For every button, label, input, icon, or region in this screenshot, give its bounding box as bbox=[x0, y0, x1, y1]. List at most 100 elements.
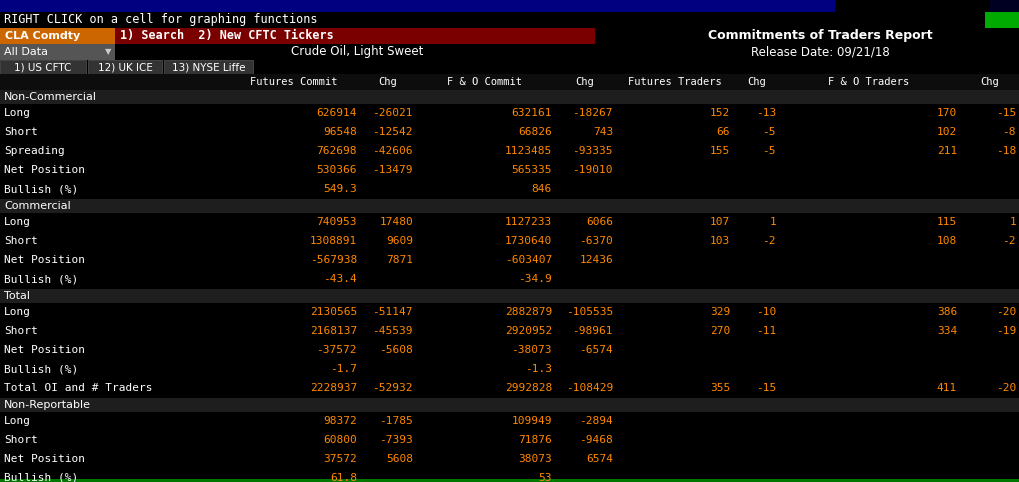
Bar bbox=[0, 142, 1019, 161]
Text: 1127233: 1127233 bbox=[504, 217, 551, 227]
Text: -2: -2 bbox=[762, 236, 775, 246]
Text: 549.3: 549.3 bbox=[323, 184, 357, 194]
Text: -2: -2 bbox=[1002, 236, 1015, 246]
Text: Futures Traders: Futures Traders bbox=[628, 77, 721, 87]
Text: 12436: 12436 bbox=[579, 255, 612, 265]
Text: CLA Comdty: CLA Comdty bbox=[5, 31, 81, 41]
Bar bbox=[0, 469, 1019, 482]
Text: Net Position: Net Position bbox=[4, 454, 85, 464]
Bar bbox=[0, 303, 1019, 322]
Bar bbox=[0, 360, 1019, 379]
Bar bbox=[0, 232, 1019, 251]
Text: 626914: 626914 bbox=[316, 108, 357, 118]
Text: -51147: -51147 bbox=[372, 307, 413, 317]
Bar bbox=[115, 28, 594, 44]
Text: 211: 211 bbox=[935, 146, 956, 156]
Text: 6066: 6066 bbox=[586, 217, 612, 227]
Text: -1785: -1785 bbox=[379, 416, 413, 426]
Text: 17480: 17480 bbox=[379, 217, 413, 227]
Bar bbox=[0, 123, 1019, 142]
Text: 386: 386 bbox=[935, 307, 956, 317]
Text: -38073: -38073 bbox=[511, 345, 551, 355]
Text: Long: Long bbox=[4, 108, 31, 118]
Text: Long: Long bbox=[4, 416, 31, 426]
Text: 152: 152 bbox=[709, 108, 730, 118]
Text: 1: 1 bbox=[1008, 217, 1015, 227]
Text: 2168137: 2168137 bbox=[310, 326, 357, 336]
Text: -15: -15 bbox=[995, 108, 1015, 118]
Text: -18: -18 bbox=[995, 146, 1015, 156]
Text: -34.9: -34.9 bbox=[518, 274, 551, 284]
Text: 37572: 37572 bbox=[323, 454, 357, 464]
Text: -8: -8 bbox=[1002, 127, 1015, 137]
Text: Futures Commit: Futures Commit bbox=[250, 77, 337, 87]
Text: Bullish (%): Bullish (%) bbox=[4, 473, 78, 482]
Text: -108429: -108429 bbox=[566, 383, 612, 393]
Text: Net Position: Net Position bbox=[4, 165, 85, 175]
Text: -105535: -105535 bbox=[566, 307, 612, 317]
Text: 329: 329 bbox=[709, 307, 730, 317]
Text: 2992828: 2992828 bbox=[504, 383, 551, 393]
Text: 270: 270 bbox=[709, 326, 730, 336]
Text: 109949: 109949 bbox=[511, 416, 551, 426]
Text: 155: 155 bbox=[709, 146, 730, 156]
Text: 355: 355 bbox=[709, 383, 730, 393]
Text: 66826: 66826 bbox=[518, 127, 551, 137]
Text: -13: -13 bbox=[755, 108, 775, 118]
Text: Short: Short bbox=[4, 127, 38, 137]
Text: 1123485: 1123485 bbox=[504, 146, 551, 156]
Text: -2894: -2894 bbox=[579, 416, 612, 426]
Text: -6370: -6370 bbox=[579, 236, 612, 246]
Text: 1308891: 1308891 bbox=[310, 236, 357, 246]
Bar bbox=[0, 322, 1019, 341]
Text: 846: 846 bbox=[531, 184, 551, 194]
Bar bbox=[164, 60, 253, 74]
Text: Chg: Chg bbox=[575, 77, 594, 87]
Text: 565335: 565335 bbox=[511, 165, 551, 175]
Text: -11: -11 bbox=[755, 326, 775, 336]
Text: ▼: ▼ bbox=[105, 48, 111, 56]
Bar bbox=[594, 28, 1019, 44]
Text: -5: -5 bbox=[762, 127, 775, 137]
Text: 53: 53 bbox=[538, 473, 551, 482]
Text: -12542: -12542 bbox=[372, 127, 413, 137]
Bar bbox=[0, 28, 115, 44]
Bar bbox=[0, 431, 1019, 450]
Text: 1: 1 bbox=[768, 217, 775, 227]
Text: 103: 103 bbox=[709, 236, 730, 246]
Text: Bullish (%): Bullish (%) bbox=[4, 274, 78, 284]
Text: -1.7: -1.7 bbox=[330, 364, 357, 374]
Text: -9468: -9468 bbox=[579, 435, 612, 445]
Text: -20: -20 bbox=[995, 307, 1015, 317]
Bar bbox=[0, 0, 835, 12]
Text: 115: 115 bbox=[935, 217, 956, 227]
Text: -19: -19 bbox=[995, 326, 1015, 336]
Text: 12) UK ICE: 12) UK ICE bbox=[98, 62, 152, 72]
Text: -37572: -37572 bbox=[316, 345, 357, 355]
Text: Commitments of Traders Report: Commitments of Traders Report bbox=[707, 29, 931, 42]
Text: -98961: -98961 bbox=[572, 326, 612, 336]
Text: -7393: -7393 bbox=[379, 435, 413, 445]
Text: Short: Short bbox=[4, 236, 38, 246]
Text: 6574: 6574 bbox=[586, 454, 612, 464]
Bar bbox=[115, 44, 594, 60]
Text: Total OI and # Traders: Total OI and # Traders bbox=[4, 383, 153, 393]
Text: 2920952: 2920952 bbox=[504, 326, 551, 336]
Text: -26021: -26021 bbox=[372, 108, 413, 118]
Text: Long: Long bbox=[4, 307, 31, 317]
Bar bbox=[0, 60, 1019, 74]
Text: RIGHT CLICK on a cell for graphing functions: RIGHT CLICK on a cell for graphing funct… bbox=[4, 13, 317, 27]
Text: Bullish (%): Bullish (%) bbox=[4, 184, 78, 194]
Text: -5: -5 bbox=[762, 146, 775, 156]
Text: 98372: 98372 bbox=[323, 416, 357, 426]
Text: 66: 66 bbox=[715, 127, 730, 137]
Text: 1) Search  2) New CFTC Tickers: 1) Search 2) New CFTC Tickers bbox=[120, 29, 333, 42]
Text: -1.3: -1.3 bbox=[525, 364, 551, 374]
Text: 743: 743 bbox=[592, 127, 612, 137]
Bar bbox=[594, 44, 1019, 60]
Text: Net Position: Net Position bbox=[4, 255, 85, 265]
Bar bbox=[0, 74, 1019, 90]
Text: 530366: 530366 bbox=[316, 165, 357, 175]
Text: -18267: -18267 bbox=[572, 108, 612, 118]
Text: 96548: 96548 bbox=[323, 127, 357, 137]
